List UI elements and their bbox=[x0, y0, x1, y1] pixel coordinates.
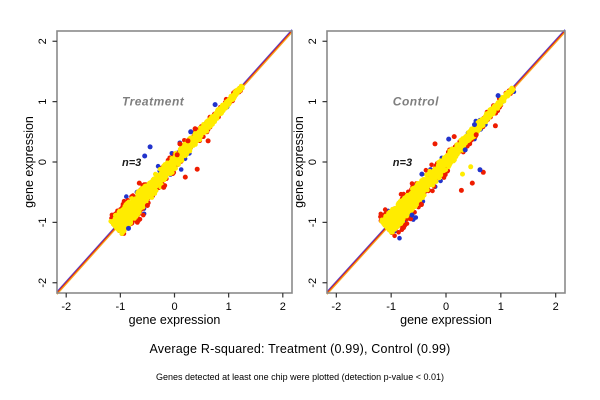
treatment-scatter-plot: -2 -1 0 1 2 gene expression -2 -1 0 1 2 gene expres… bbox=[22, 29, 293, 327]
point-cloud bbox=[378, 85, 517, 241]
red-outlier-point bbox=[418, 201, 424, 207]
x-axis-label: gene expression bbox=[129, 313, 221, 327]
y-tick-label: 2 bbox=[307, 38, 319, 44]
y-tick-label: 1 bbox=[307, 99, 319, 105]
red-outlier-point bbox=[177, 141, 183, 147]
x-tick-label: -1 bbox=[115, 301, 125, 313]
red-outlier-point bbox=[174, 152, 180, 158]
y-tick-label: -1 bbox=[307, 217, 319, 227]
x-tick-label: 1 bbox=[498, 301, 504, 313]
red-outlier-point bbox=[192, 126, 198, 132]
x-tick-label: -2 bbox=[331, 301, 341, 313]
red-outlier-point bbox=[185, 138, 191, 144]
plot-title: Control bbox=[393, 95, 439, 109]
red-outlier-point bbox=[182, 174, 188, 180]
y-axis: -2 -1 0 1 2 gene expression bbox=[22, 38, 57, 288]
red-outlier-point bbox=[136, 180, 142, 186]
y-tick-label: 2 bbox=[37, 38, 49, 44]
blue-outlier-point bbox=[188, 129, 194, 135]
red-outlier-point bbox=[451, 134, 457, 140]
x-tick-label: 2 bbox=[553, 301, 559, 313]
red-outlier-point bbox=[458, 187, 464, 193]
chart-canvas: -2 -1 0 1 2 gene expression -2 -1 0 1 2 gene expres… bbox=[22, 29, 566, 327]
y-axis-label: gene expression bbox=[292, 116, 306, 208]
red-outlier-point bbox=[144, 203, 150, 208]
y-axis: -2 -1 0 1 2 gene expression bbox=[292, 38, 327, 288]
red-outlier-point bbox=[161, 184, 167, 190]
y-tick-label: 0 bbox=[37, 159, 49, 165]
blue-outlier-point bbox=[472, 122, 477, 128]
x-axis-label: gene expression bbox=[400, 313, 492, 327]
x-tick-label: 2 bbox=[280, 301, 286, 313]
red-outlier-point bbox=[205, 138, 211, 144]
control-scatter-plot: -2 -1 0 1 2 gene expression -2 -1 0 1 2 gene expres… bbox=[292, 29, 566, 327]
x-axis: -2 -1 0 1 2 gene expression bbox=[331, 293, 559, 327]
point-cloud bbox=[108, 83, 245, 236]
blue-outlier-point bbox=[212, 102, 218, 108]
yellow-outlier-point bbox=[460, 171, 465, 177]
y-tick-label: -2 bbox=[307, 278, 319, 288]
red-outlier-point bbox=[432, 141, 438, 147]
blue-outlier-point bbox=[126, 225, 131, 231]
x-tick-label: 0 bbox=[443, 301, 449, 313]
footnote-detection-note: Genes detected at least one chip were pl… bbox=[156, 372, 444, 382]
x-tick-label: -2 bbox=[61, 301, 71, 313]
x-tick-label: 0 bbox=[171, 301, 177, 313]
x-axis: -2 -1 0 1 2 gene expression bbox=[61, 293, 286, 327]
blue-outlier-point bbox=[495, 93, 501, 99]
y-tick-label: 0 bbox=[307, 159, 319, 165]
blue-outlier-point bbox=[446, 136, 452, 142]
x-tick-label: -1 bbox=[386, 301, 396, 313]
yellow-outlier-point bbox=[468, 164, 474, 170]
blue-outlier-point bbox=[142, 153, 148, 159]
blue-outlier-point bbox=[477, 167, 483, 173]
replicate-annotation: n=3 bbox=[122, 157, 141, 169]
red-outlier-point bbox=[194, 166, 200, 172]
blue-outlier-point bbox=[419, 171, 425, 177]
y-axis-label: gene expression bbox=[22, 116, 36, 208]
x-tick-label: 1 bbox=[226, 301, 232, 313]
blue-outlier-point bbox=[462, 147, 468, 153]
y-tick-label: -1 bbox=[37, 217, 49, 227]
y-tick-label: 1 bbox=[37, 99, 49, 105]
red-outlier-point bbox=[473, 132, 479, 138]
blue-outlier-point bbox=[147, 144, 153, 150]
red-outlier-point bbox=[492, 123, 498, 129]
y-tick-label: -2 bbox=[37, 278, 49, 288]
blue-outlier-point bbox=[409, 212, 415, 218]
caption-average-r-squared: Average R-squared: Treatment (0.99), Con… bbox=[149, 342, 451, 356]
replicate-annotation: n=3 bbox=[393, 157, 412, 169]
plot-title: Treatment bbox=[122, 95, 185, 109]
red-outlier-point bbox=[469, 180, 475, 186]
